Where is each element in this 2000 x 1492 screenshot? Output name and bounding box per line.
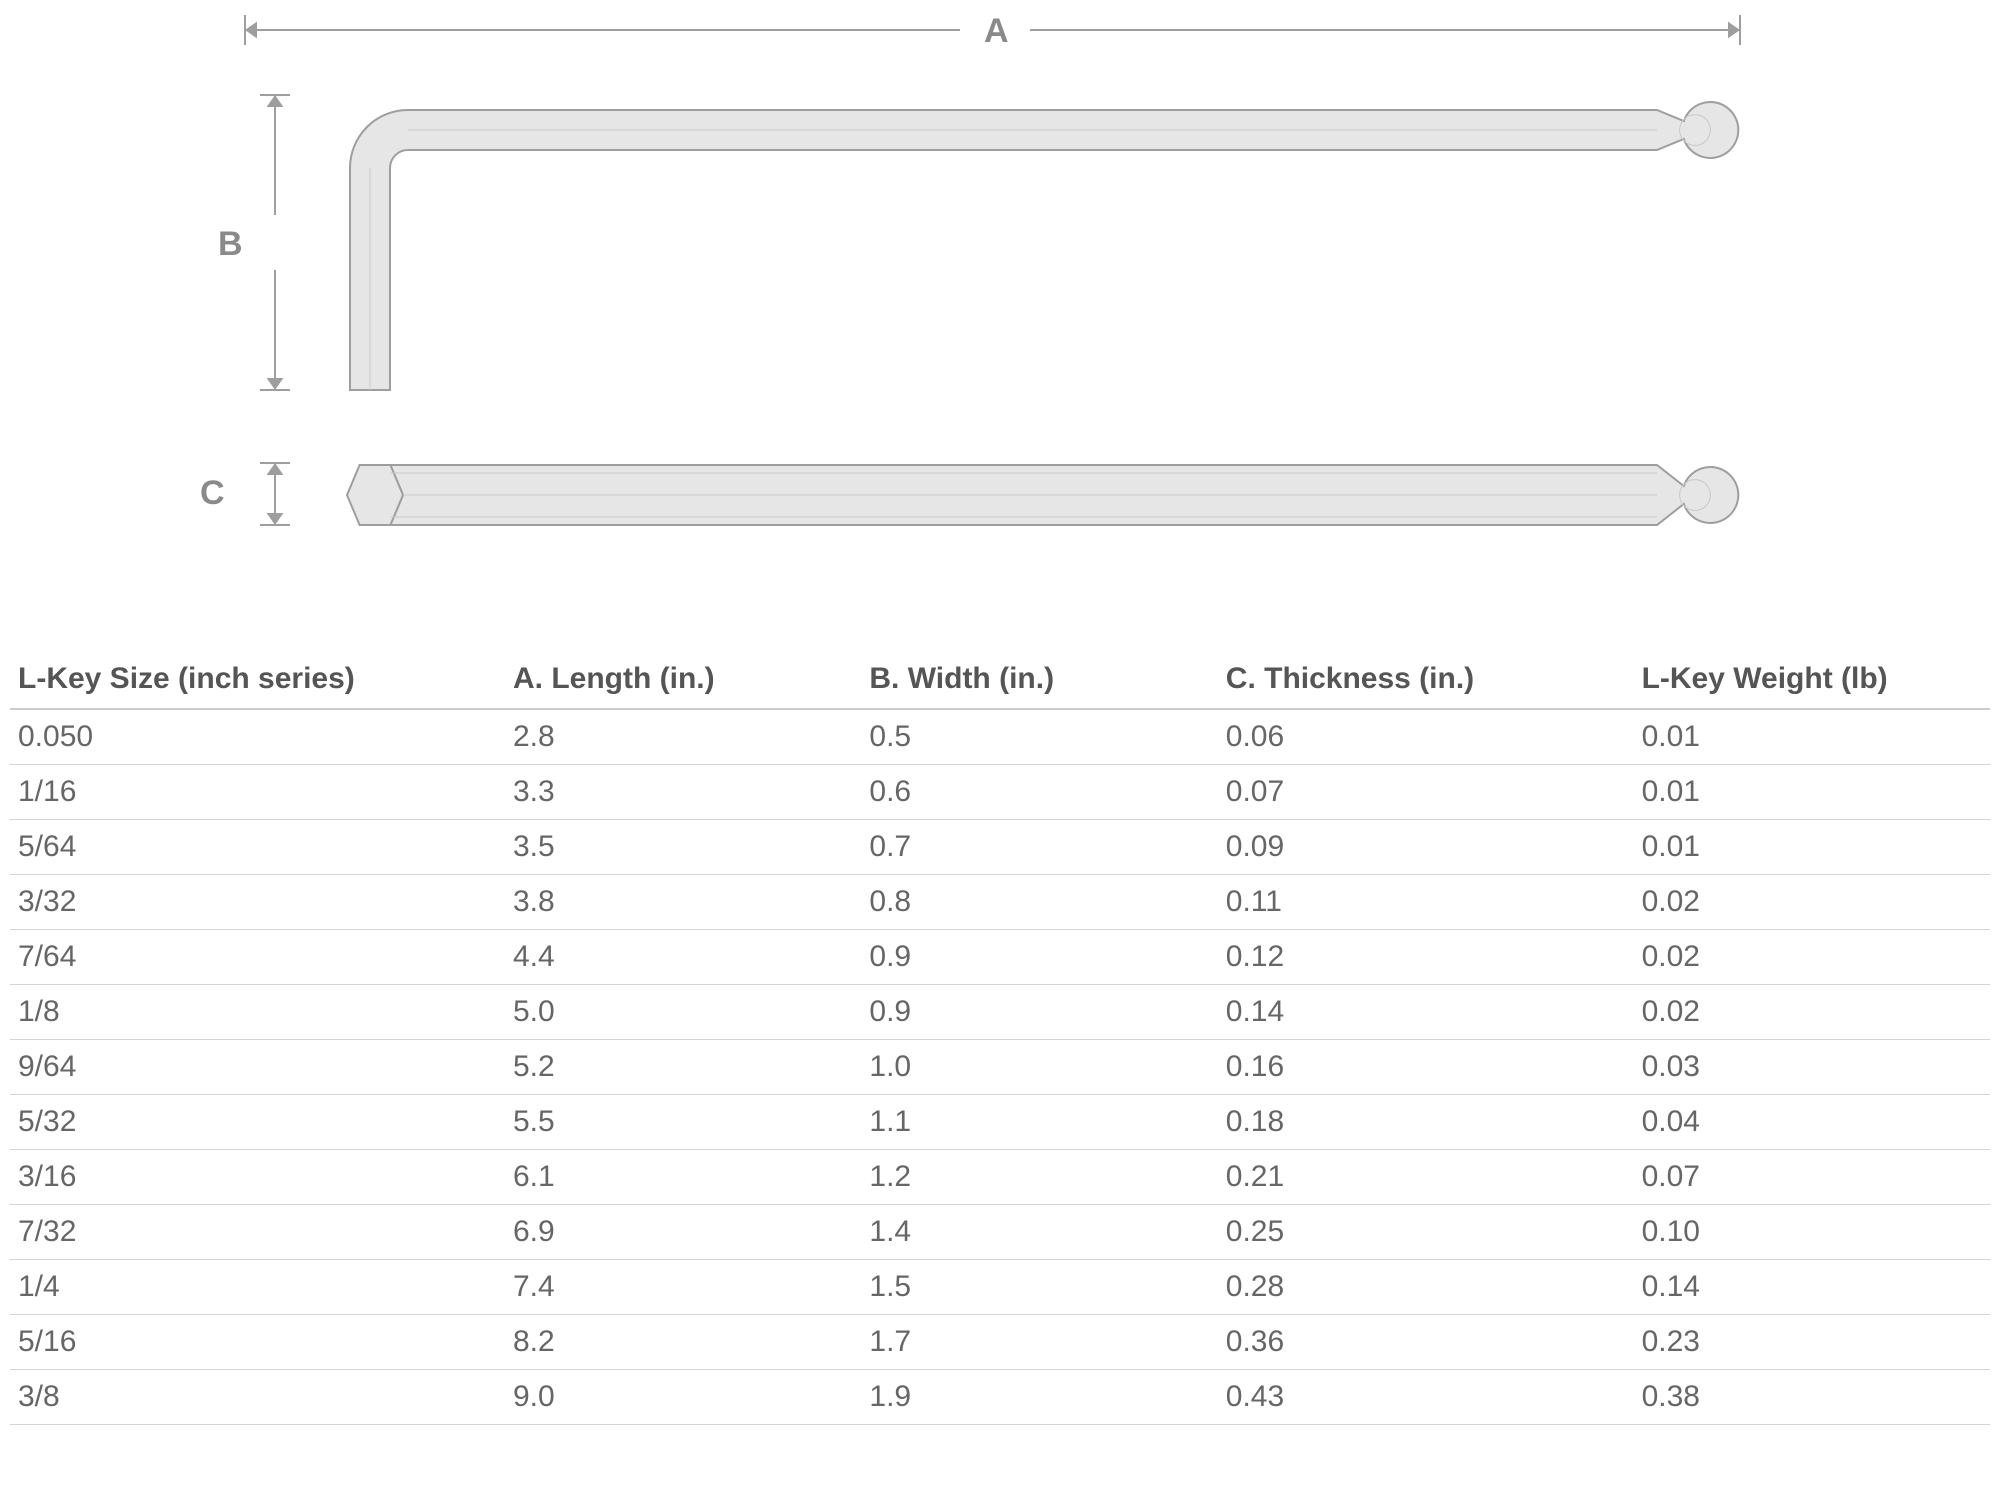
table-cell: 3.5 xyxy=(505,820,861,875)
table-row: 7/644.40.90.120.02 xyxy=(10,930,1990,985)
table-cell: 2.8 xyxy=(505,709,861,765)
table-cell: 1.0 xyxy=(861,1040,1217,1095)
table-cell: 0.7 xyxy=(861,820,1217,875)
table-row: 1/85.00.90.140.02 xyxy=(10,985,1990,1040)
table-cell: 0.14 xyxy=(1634,1260,1990,1315)
col-header-width: B. Width (in.) xyxy=(861,650,1217,709)
table-cell: 0.12 xyxy=(1218,930,1634,985)
table-cell: 6.1 xyxy=(505,1150,861,1205)
table-cell: 0.21 xyxy=(1218,1150,1634,1205)
table-cell: 5/16 xyxy=(10,1315,505,1370)
spec-table-area: L-Key Size (inch series) A. Length (in.)… xyxy=(0,650,2000,1425)
table-cell: 5/32 xyxy=(10,1095,505,1150)
table-cell: 1/4 xyxy=(10,1260,505,1315)
table-cell: 1.5 xyxy=(861,1260,1217,1315)
table-row: 7/326.91.40.250.10 xyxy=(10,1205,1990,1260)
dim-label-b: B xyxy=(218,225,243,264)
table-cell: 0.14 xyxy=(1218,985,1634,1040)
table-row: 5/325.51.10.180.04 xyxy=(10,1095,1990,1150)
table-cell: 0.10 xyxy=(1634,1205,1990,1260)
table-cell: 0.16 xyxy=(1218,1040,1634,1095)
diagram-area: A B C xyxy=(0,0,2000,600)
dim-label-c: C xyxy=(200,474,225,513)
table-cell: 0.38 xyxy=(1634,1370,1990,1425)
table-cell: 0.9 xyxy=(861,930,1217,985)
table-cell: 0.04 xyxy=(1634,1095,1990,1150)
table-cell: 0.03 xyxy=(1634,1040,1990,1095)
lkey-diagram xyxy=(0,0,2000,600)
table-row: 1/47.41.50.280.14 xyxy=(10,1260,1990,1315)
table-cell: 9/64 xyxy=(10,1040,505,1095)
table-cell: 1.7 xyxy=(861,1315,1217,1370)
table-cell: 0.01 xyxy=(1634,765,1990,820)
table-cell: 1/8 xyxy=(10,985,505,1040)
table-cell: 0.18 xyxy=(1218,1095,1634,1150)
dim-label-a: A xyxy=(984,12,1009,51)
table-cell: 8.2 xyxy=(505,1315,861,1370)
col-header-length: A. Length (in.) xyxy=(505,650,861,709)
table-cell: 7/64 xyxy=(10,930,505,985)
table-cell: 0.09 xyxy=(1218,820,1634,875)
table-cell: 1/16 xyxy=(10,765,505,820)
table-cell: 0.11 xyxy=(1218,875,1634,930)
table-cell: 9.0 xyxy=(505,1370,861,1425)
table-cell: 0.43 xyxy=(1218,1370,1634,1425)
table-row: 3/89.01.90.430.38 xyxy=(10,1370,1990,1425)
table-cell: 0.23 xyxy=(1634,1315,1990,1370)
table-cell: 0.01 xyxy=(1634,820,1990,875)
table-cell: 0.07 xyxy=(1634,1150,1990,1205)
table-cell: 5.5 xyxy=(505,1095,861,1150)
table-cell: 3.8 xyxy=(505,875,861,930)
table-row: 9/645.21.00.160.03 xyxy=(10,1040,1990,1095)
table-cell: 1.9 xyxy=(861,1370,1217,1425)
table-cell: 3/32 xyxy=(10,875,505,930)
table-row: 5/168.21.70.360.23 xyxy=(10,1315,1990,1370)
col-header-weight: L-Key Weight (lb) xyxy=(1634,650,1990,709)
table-cell: 3.3 xyxy=(505,765,861,820)
table-row: 1/163.30.60.070.01 xyxy=(10,765,1990,820)
table-cell: 1.1 xyxy=(861,1095,1217,1150)
table-cell: 0.02 xyxy=(1634,875,1990,930)
table-row: 3/323.80.80.110.02 xyxy=(10,875,1990,930)
table-cell: 0.36 xyxy=(1218,1315,1634,1370)
col-header-size: L-Key Size (inch series) xyxy=(10,650,505,709)
table-cell: 5/64 xyxy=(10,820,505,875)
table-header-row: L-Key Size (inch series) A. Length (in.)… xyxy=(10,650,1990,709)
col-header-thick: C. Thickness (in.) xyxy=(1218,650,1634,709)
table-cell: 4.4 xyxy=(505,930,861,985)
table-cell: 5.2 xyxy=(505,1040,861,1095)
table-cell: 0.07 xyxy=(1218,765,1634,820)
table-cell: 0.02 xyxy=(1634,985,1990,1040)
table-cell: 0.06 xyxy=(1218,709,1634,765)
table-cell: 0.25 xyxy=(1218,1205,1634,1260)
table-cell: 0.9 xyxy=(861,985,1217,1040)
table-cell: 3/16 xyxy=(10,1150,505,1205)
table-cell: 0.6 xyxy=(861,765,1217,820)
table-cell: 0.02 xyxy=(1634,930,1990,985)
spec-table: L-Key Size (inch series) A. Length (in.)… xyxy=(10,650,1990,1425)
table-cell: 5.0 xyxy=(505,985,861,1040)
table-cell: 1.2 xyxy=(861,1150,1217,1205)
table-cell: 3/8 xyxy=(10,1370,505,1425)
table-cell: 0.28 xyxy=(1218,1260,1634,1315)
table-cell: 6.9 xyxy=(505,1205,861,1260)
table-row: 0.0502.80.50.060.01 xyxy=(10,709,1990,765)
table-cell: 7.4 xyxy=(505,1260,861,1315)
table-cell: 0.050 xyxy=(10,709,505,765)
table-row: 3/166.11.20.210.07 xyxy=(10,1150,1990,1205)
table-row: 5/643.50.70.090.01 xyxy=(10,820,1990,875)
table-cell: 1.4 xyxy=(861,1205,1217,1260)
table-cell: 0.8 xyxy=(861,875,1217,930)
table-cell: 0.01 xyxy=(1634,709,1990,765)
table-cell: 7/32 xyxy=(10,1205,505,1260)
table-cell: 0.5 xyxy=(861,709,1217,765)
